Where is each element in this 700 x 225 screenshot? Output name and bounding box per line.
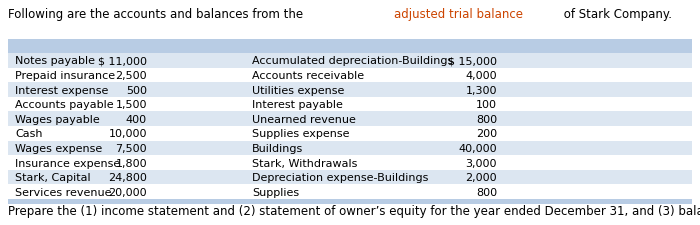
Text: Depreciation expense-Buildings: Depreciation expense-Buildings <box>252 172 428 182</box>
FancyBboxPatch shape <box>8 39 692 54</box>
Text: Supplies: Supplies <box>252 187 299 197</box>
FancyBboxPatch shape <box>8 126 692 141</box>
Text: Following are the accounts and balances from the: Following are the accounts and balances … <box>8 8 307 21</box>
Text: Wages expense: Wages expense <box>15 143 103 153</box>
Text: Unearned revenue: Unearned revenue <box>252 114 356 124</box>
Text: Supplies expense: Supplies expense <box>252 129 349 139</box>
Text: 24,800: 24,800 <box>108 172 147 182</box>
Text: Interest payable: Interest payable <box>252 100 343 110</box>
Text: 200: 200 <box>476 129 497 139</box>
Text: Accounts receivable: Accounts receivable <box>252 71 364 81</box>
Text: of Stark Company.: of Stark Company. <box>561 8 673 21</box>
FancyBboxPatch shape <box>8 141 692 155</box>
Text: 500: 500 <box>126 85 147 95</box>
Text: Insurance expense: Insurance expense <box>15 158 120 168</box>
Text: Utilities expense: Utilities expense <box>252 85 344 95</box>
Text: 400: 400 <box>126 114 147 124</box>
Text: Notes payable: Notes payable <box>15 56 95 66</box>
Text: 10,000: 10,000 <box>108 129 147 139</box>
Text: $ 15,000: $ 15,000 <box>448 56 497 66</box>
FancyBboxPatch shape <box>8 68 692 83</box>
Text: Accounts payable: Accounts payable <box>15 100 114 110</box>
Text: Interest expense: Interest expense <box>15 85 108 95</box>
Text: Cash: Cash <box>15 129 43 139</box>
FancyBboxPatch shape <box>8 112 692 126</box>
Text: Wages payable: Wages payable <box>15 114 100 124</box>
Text: 4,000: 4,000 <box>466 71 497 81</box>
Text: 1,800: 1,800 <box>116 158 147 168</box>
FancyBboxPatch shape <box>8 155 692 170</box>
Text: 7,500: 7,500 <box>116 143 147 153</box>
Text: 3,000: 3,000 <box>466 158 497 168</box>
Text: 1,500: 1,500 <box>116 100 147 110</box>
Text: 100: 100 <box>476 100 497 110</box>
Text: adjusted trial balance: adjusted trial balance <box>394 8 523 21</box>
Text: Services revenue: Services revenue <box>15 187 112 197</box>
Text: 1,300: 1,300 <box>466 85 497 95</box>
Text: 2,000: 2,000 <box>466 172 497 182</box>
FancyBboxPatch shape <box>8 170 692 184</box>
Text: 800: 800 <box>476 114 497 124</box>
Text: Accumulated depreciation-Buildings: Accumulated depreciation-Buildings <box>252 56 454 66</box>
Text: Stark, Capital: Stark, Capital <box>15 172 91 182</box>
FancyBboxPatch shape <box>8 184 692 199</box>
FancyBboxPatch shape <box>8 97 692 112</box>
Text: Buildings: Buildings <box>252 143 303 153</box>
Text: Stark, Withdrawals: Stark, Withdrawals <box>252 158 358 168</box>
FancyBboxPatch shape <box>8 83 692 97</box>
Text: Prepaid insurance: Prepaid insurance <box>15 71 116 81</box>
Text: 40,000: 40,000 <box>458 143 497 153</box>
FancyBboxPatch shape <box>8 54 692 68</box>
Text: 2,500: 2,500 <box>116 71 147 81</box>
Text: Prepare the (1) income statement and (2) statement of owner’s equity for the yea: Prepare the (1) income statement and (2)… <box>8 204 700 217</box>
Text: 20,000: 20,000 <box>108 187 147 197</box>
FancyBboxPatch shape <box>8 199 692 204</box>
Text: 800: 800 <box>476 187 497 197</box>
Text: $ 11,000: $ 11,000 <box>98 56 147 66</box>
